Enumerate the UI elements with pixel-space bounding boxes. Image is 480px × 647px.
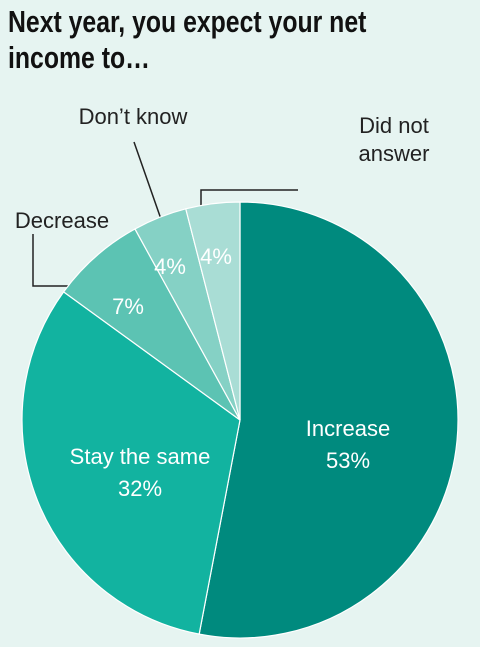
chart-title: Next year, you expect your net income to… xyxy=(8,4,367,75)
value-label: 4% xyxy=(154,254,186,279)
pie-slice xyxy=(185,201,241,421)
leader-line xyxy=(133,141,163,223)
value-label: 32% xyxy=(118,476,162,501)
value-label: 53% xyxy=(326,448,370,473)
slice-label: Did not answer xyxy=(358,113,430,166)
value-label: 4% xyxy=(200,244,232,269)
slice-label: Don’t know xyxy=(79,104,188,129)
value-label: 7% xyxy=(112,294,144,319)
slice-label: Decrease xyxy=(15,208,109,233)
slice-label: Increase xyxy=(306,416,390,441)
slice-label: Stay the same xyxy=(70,444,211,469)
pie-slice xyxy=(198,201,459,639)
pie-slice xyxy=(21,291,241,635)
